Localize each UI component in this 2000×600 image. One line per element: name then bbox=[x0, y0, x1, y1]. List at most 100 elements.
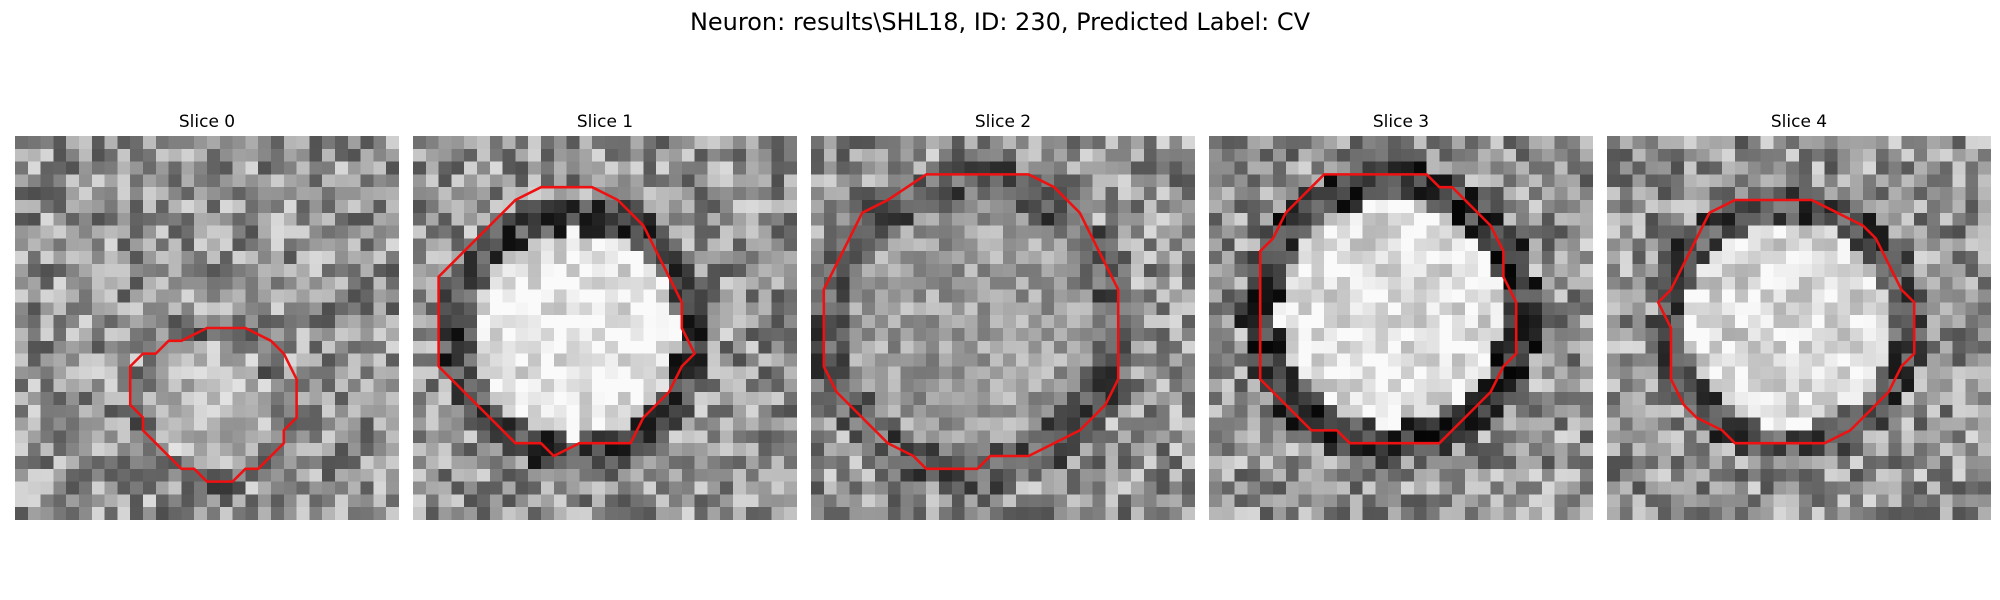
image-pixel bbox=[284, 341, 297, 354]
image-pixel bbox=[1465, 507, 1478, 520]
image-pixel bbox=[1761, 162, 1774, 175]
image-pixel bbox=[1157, 277, 1170, 290]
image-pixel bbox=[66, 277, 79, 290]
image-pixel bbox=[1311, 392, 1324, 405]
image-pixel bbox=[426, 174, 439, 187]
image-pixel bbox=[926, 482, 939, 495]
image-pixel bbox=[1337, 290, 1350, 303]
image-pixel bbox=[79, 213, 92, 226]
image-pixel bbox=[503, 341, 516, 354]
image-pixel bbox=[990, 392, 1003, 405]
image-pixel bbox=[1247, 392, 1260, 405]
image-pixel bbox=[875, 277, 888, 290]
image-pixel bbox=[965, 379, 978, 392]
image-pixel bbox=[1401, 418, 1414, 431]
image-pixel bbox=[15, 162, 28, 175]
image-pixel bbox=[233, 456, 246, 469]
image-pixel bbox=[759, 174, 772, 187]
image-pixel bbox=[1580, 277, 1593, 290]
image-pixel bbox=[451, 341, 464, 354]
image-pixel bbox=[1169, 277, 1182, 290]
image-pixel bbox=[1735, 405, 1748, 418]
image-pixel bbox=[335, 187, 348, 200]
image-pixel bbox=[477, 379, 490, 392]
image-pixel bbox=[1567, 238, 1580, 251]
image-pixel bbox=[28, 187, 41, 200]
image-pixel bbox=[451, 226, 464, 239]
image-pixel bbox=[1555, 174, 1568, 187]
image-pixel bbox=[220, 354, 233, 367]
image-pixel bbox=[1299, 456, 1312, 469]
image-pixel bbox=[1529, 315, 1542, 328]
image-pixel bbox=[771, 418, 784, 431]
image-pixel bbox=[1465, 418, 1478, 431]
image-pixel bbox=[939, 302, 952, 315]
image-pixel bbox=[1658, 392, 1671, 405]
image-pixel bbox=[1722, 443, 1735, 456]
image-pixel bbox=[1118, 213, 1131, 226]
image-pixel bbox=[618, 213, 631, 226]
image-pixel bbox=[1927, 418, 1940, 431]
image-pixel bbox=[92, 328, 105, 341]
image-pixel bbox=[1697, 456, 1710, 469]
image-pixel bbox=[92, 482, 105, 495]
image-pixel bbox=[528, 482, 541, 495]
image-pixel bbox=[643, 251, 656, 264]
image-pixel bbox=[1516, 430, 1529, 443]
image-pixel bbox=[1375, 494, 1388, 507]
image-pixel bbox=[1927, 277, 1940, 290]
image-pixel bbox=[811, 392, 824, 405]
image-pixel bbox=[1131, 366, 1144, 379]
image-pixel bbox=[1452, 251, 1465, 264]
image-pixel bbox=[439, 277, 452, 290]
image-pixel bbox=[707, 418, 720, 431]
image-pixel bbox=[348, 277, 361, 290]
image-pixel bbox=[579, 482, 592, 495]
image-pixel bbox=[373, 264, 386, 277]
image-pixel bbox=[952, 328, 965, 341]
image-pixel bbox=[1978, 277, 1991, 290]
image-pixel bbox=[1363, 507, 1376, 520]
image-pixel bbox=[1901, 226, 1914, 239]
image-pixel bbox=[695, 507, 708, 520]
image-pixel bbox=[309, 200, 322, 213]
image-pixel bbox=[733, 213, 746, 226]
image-pixel bbox=[1350, 302, 1363, 315]
image-pixel bbox=[1118, 469, 1131, 482]
image-pixel bbox=[837, 187, 850, 200]
image-pixel bbox=[759, 405, 772, 418]
image-pixel bbox=[784, 366, 797, 379]
image-pixel bbox=[105, 328, 118, 341]
image-pixel bbox=[1722, 494, 1735, 507]
image-pixel bbox=[1786, 328, 1799, 341]
image-pixel bbox=[1105, 494, 1118, 507]
image-pixel bbox=[451, 430, 464, 443]
image-pixel bbox=[1286, 366, 1299, 379]
image-pixel bbox=[1645, 136, 1658, 149]
image-pixel bbox=[824, 302, 837, 315]
image-pixel bbox=[1452, 366, 1465, 379]
image-pixel bbox=[1401, 162, 1414, 175]
image-pixel bbox=[1093, 430, 1106, 443]
image-pixel bbox=[322, 238, 335, 251]
image-pixel bbox=[245, 366, 258, 379]
image-pixel bbox=[1029, 149, 1042, 162]
image-pixel bbox=[990, 187, 1003, 200]
image-pixel bbox=[1080, 392, 1093, 405]
image-pixel bbox=[1299, 174, 1312, 187]
image-pixel bbox=[1863, 277, 1876, 290]
image-pixel bbox=[875, 315, 888, 328]
image-pixel bbox=[1799, 507, 1812, 520]
image-pixel bbox=[1388, 251, 1401, 264]
image-pixel bbox=[169, 469, 182, 482]
image-pixel bbox=[1182, 494, 1195, 507]
image-pixel bbox=[1876, 341, 1889, 354]
image-pixel bbox=[1478, 149, 1491, 162]
slice-title: Slice 2 bbox=[811, 110, 1195, 134]
image-pixel bbox=[1401, 430, 1414, 443]
image-pixel bbox=[361, 366, 374, 379]
image-pixel bbox=[1684, 366, 1697, 379]
image-pixel bbox=[1311, 341, 1324, 354]
image-pixel bbox=[605, 366, 618, 379]
image-pixel bbox=[361, 149, 374, 162]
